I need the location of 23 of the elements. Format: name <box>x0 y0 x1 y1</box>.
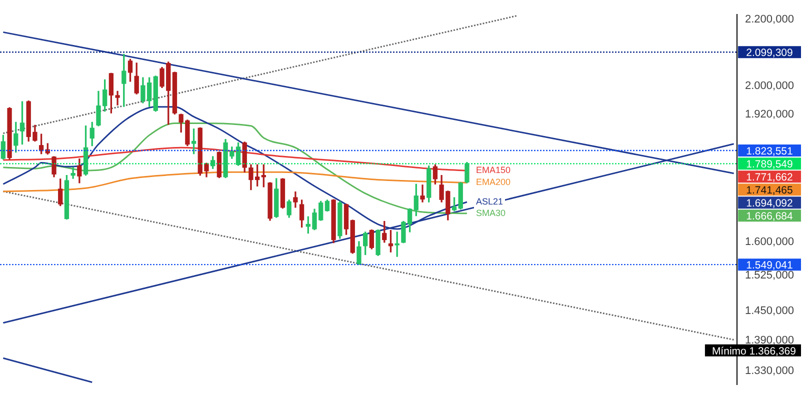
text: 1.771,662 <box>746 172 794 184</box>
y-tick-label: 2.000,000 <box>745 80 794 92</box>
y-tick-label: 1.920,000 <box>745 108 794 121</box>
ref-line-label: 1.789,549 <box>746 158 794 171</box>
series-label: EMA200 <box>476 177 511 188</box>
ref-line-label: 1.823,551 <box>746 145 794 158</box>
y-tick-label: 2.200,000 <box>745 13 794 26</box>
line-series <box>2 122 468 214</box>
ref-line-label: 1.549,041 <box>746 259 794 272</box>
y-tick-label: 1.390,000 <box>745 334 794 346</box>
text: 1.741,465 <box>746 184 794 197</box>
annotation: Mínimo 1.366,369 <box>712 345 796 358</box>
text: 1.694,092 <box>746 198 794 210</box>
ref-line-label: 2.099,309 <box>746 46 794 59</box>
y-tick-label: 1.330,000 <box>745 365 794 378</box>
text: 1.666,684 <box>746 210 794 223</box>
series-label: EMA150 <box>476 165 511 176</box>
y-tick-label: 1.450,000 <box>745 304 794 317</box>
series-label: ASL21 <box>476 196 504 206</box>
series-label: SMA30 <box>476 208 506 218</box>
y-tick-label: 1.525,000 <box>745 270 794 282</box>
y-tick-label: 1.600,000 <box>745 236 794 248</box>
line-series <box>2 171 468 192</box>
